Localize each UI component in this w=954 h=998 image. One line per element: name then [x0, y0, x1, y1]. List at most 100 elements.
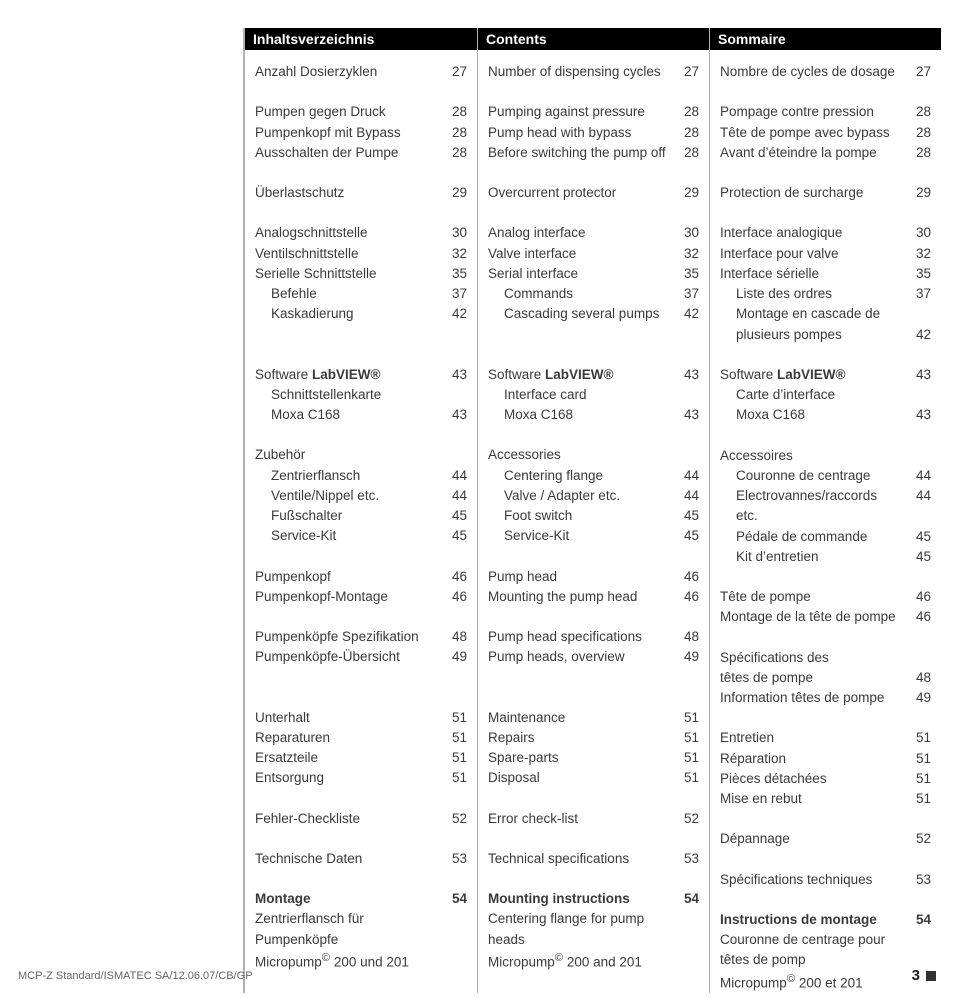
toc-label: Pumping against pressure: [488, 102, 673, 122]
toc-label: Error check-list: [488, 809, 673, 829]
toc-row: Software LabVIEW®43: [720, 365, 931, 385]
toc-row: Pump head specifications48: [488, 627, 699, 647]
toc-row: Mise en rebut51: [720, 789, 931, 809]
toc-page: 28: [905, 123, 931, 143]
toc-label: Pumpenkopf: [255, 567, 441, 587]
spacer: [720, 567, 931, 587]
spacer: [255, 203, 467, 223]
toc-row: Ventilschnittstelle32: [255, 244, 467, 264]
toc-row: Moxa C16843: [255, 405, 467, 425]
toc-row: plusieurs pompes42: [720, 325, 931, 345]
spacer: [720, 708, 931, 728]
toc-row: Repairs51: [488, 728, 699, 748]
toc-row: Montage54: [255, 889, 467, 909]
toc-row: Ersatzteile51: [255, 748, 467, 768]
toc-label: Software LabVIEW®: [488, 365, 673, 385]
toc-label: Commands: [488, 284, 673, 304]
toc-row: Centering flange44: [488, 466, 699, 486]
spacer: [488, 203, 699, 223]
toc-label: Repairs: [488, 728, 673, 748]
spacer: [720, 890, 931, 910]
footer-page-number: 3: [912, 967, 920, 984]
toc-row: Pumpen gegen Druck28: [255, 102, 467, 122]
toc-label: Befehle: [255, 284, 441, 304]
toc-row: Fehler-Checkliste52: [255, 809, 467, 829]
toc-row: Pompage contre pression28: [720, 102, 931, 122]
toc-page: 37: [905, 284, 931, 304]
toc-page: 30: [441, 223, 467, 243]
toc-page: 43: [905, 365, 931, 385]
toc-row: Kit d’entretien45: [720, 547, 931, 567]
toc-row: Nombre de cycles de dosage27: [720, 62, 931, 82]
toc-page: 37: [441, 284, 467, 304]
toc-column: Contents Number of dispensing cycles27 Pum…: [477, 28, 709, 993]
toc-page: 42: [441, 304, 467, 324]
toc-page: 48: [673, 627, 699, 647]
toc-page: 48: [441, 627, 467, 647]
toc-label: Centering flange: [488, 466, 673, 486]
toc-page: 43: [673, 365, 699, 385]
toc-row: têtes de pompe48: [720, 668, 931, 688]
toc-row: Zentrierflansch44: [255, 466, 467, 486]
toc-column: InhaltsverzeichnisAnzahl Dosierzyklen27P…: [245, 28, 477, 993]
toc-page: 29: [441, 183, 467, 203]
toc-row: Kaskadierung42: [255, 304, 467, 324]
toc-label: Kit d’entretien: [720, 547, 905, 567]
toc-row: Overcurrent protector29: [488, 183, 699, 203]
column-header: Inhaltsverzeichnis: [245, 28, 477, 50]
toc-row: Mounting instructions54: [488, 889, 699, 909]
spacer: [488, 869, 699, 889]
toc-row: Accessories: [488, 445, 699, 465]
toc-row: Moxa C16843: [720, 405, 931, 425]
toc-row: Pumpenköpfe Spezifikation48: [255, 627, 467, 647]
toc-page: 28: [905, 143, 931, 163]
toc-label: Spécifications des: [720, 648, 905, 668]
toc-page: 30: [673, 223, 699, 243]
toc-label: Entsorgung: [255, 768, 441, 788]
spacer: [255, 82, 467, 102]
toc-row: Réparation51: [720, 749, 931, 769]
toc-label: Unterhalt: [255, 708, 441, 728]
toc-label: Protection de surcharge: [720, 183, 905, 203]
toc-row: Ausschalten der Pumpe28: [255, 143, 467, 163]
toc-page: 28: [673, 143, 699, 163]
toc-row: Number of dispensing cycles27: [488, 62, 699, 82]
toc-label: Mounting instructions: [488, 889, 673, 909]
toc-page: 29: [905, 183, 931, 203]
toc-row: Pièces détachées51: [720, 769, 931, 789]
toc-label: Reparaturen: [255, 728, 441, 748]
toc-label: Couronne de centrage pour: [720, 930, 905, 950]
toc-page: 46: [905, 587, 931, 607]
column-header: Contents: [478, 28, 709, 50]
toc-page: 51: [673, 748, 699, 768]
spacer: [488, 829, 699, 849]
toc-label: Mise en rebut: [720, 789, 905, 809]
toc-page: 45: [673, 506, 699, 526]
toc-page: 46: [673, 567, 699, 587]
toc-page: 32: [673, 244, 699, 264]
toc-page: 30: [905, 223, 931, 243]
toc-label: Interface pour valve: [720, 244, 905, 264]
toc-label: Pédale de commande: [720, 527, 905, 547]
toc-page: 52: [905, 829, 931, 849]
toc-label: Nombre de cycles de dosage: [720, 62, 905, 82]
toc-row: Befehle37: [255, 284, 467, 304]
toc-page: 54: [441, 889, 467, 909]
toc-page: 32: [441, 244, 467, 264]
footer-right: 3: [912, 967, 936, 984]
toc-row: Pumpenkopf46: [255, 567, 467, 587]
toc-page: 54: [905, 910, 931, 930]
toc-label: Valve / Adapter etc.: [488, 486, 673, 506]
toc-row: Disposal51: [488, 768, 699, 788]
toc-column: SommaireNombre de cycles de dosage27Pomp…: [709, 28, 941, 993]
toc-page: 53: [673, 849, 699, 869]
spacer: [488, 345, 699, 365]
toc-row: Moxa C16843: [488, 405, 699, 425]
toc-label: Serielle Schnittstelle: [255, 264, 441, 284]
toc-label: Technische Daten: [255, 849, 441, 869]
toc-label: plusieurs pompes: [720, 325, 905, 345]
toc-label: Anzahl Dosierzyklen: [255, 62, 441, 82]
toc-row: Interface sérielle35: [720, 264, 931, 284]
toc-label: Moxa C168: [720, 405, 905, 425]
toc-label: Zentrierflansch für Pumpenköpfe: [255, 909, 441, 950]
